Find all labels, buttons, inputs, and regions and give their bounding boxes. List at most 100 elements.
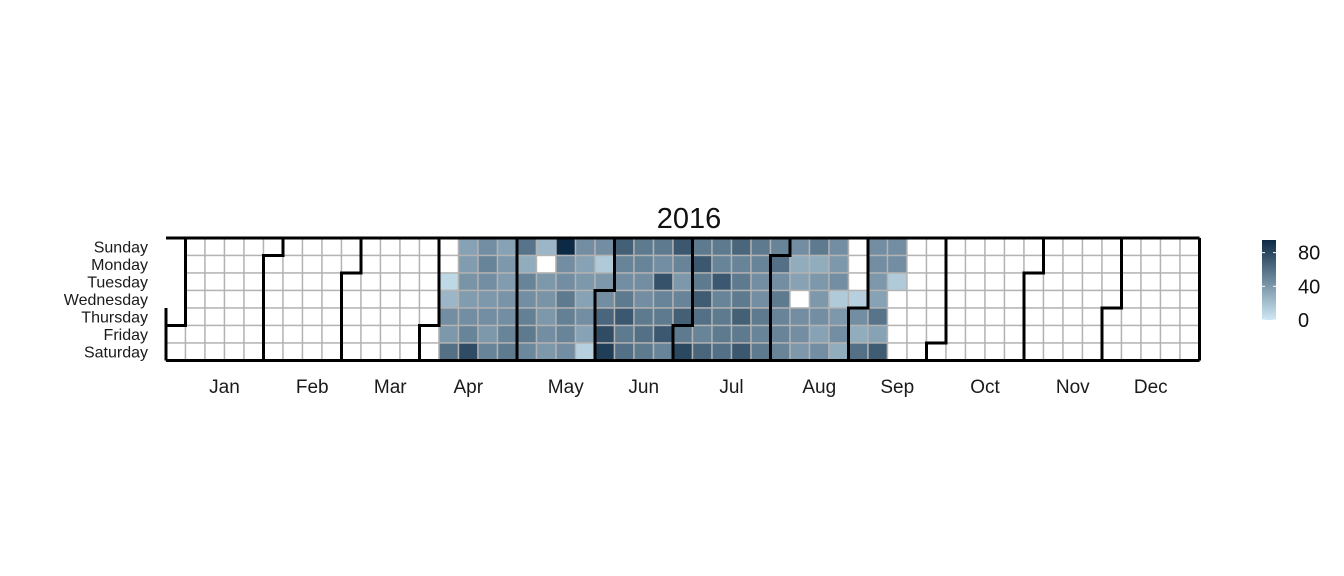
- day-cell: [828, 289, 850, 309]
- day-cell: [828, 272, 850, 292]
- day-cell: [867, 289, 889, 309]
- day-cell: [847, 324, 869, 344]
- day-cell: [496, 237, 518, 257]
- day-cell: [730, 237, 752, 257]
- day-cell: [223, 307, 245, 327]
- day-cell: [633, 342, 655, 362]
- day-cell: [1062, 254, 1084, 274]
- day-cell: [652, 254, 674, 274]
- day-cell: [633, 254, 655, 274]
- day-cell: [867, 324, 889, 344]
- day-cell: [750, 272, 772, 292]
- day-cell: [535, 289, 557, 309]
- day-cell: [535, 324, 557, 344]
- day-cell: [1140, 237, 1162, 257]
- day-cell: [321, 254, 343, 274]
- day-cell: [1042, 289, 1064, 309]
- day-cell: [867, 272, 889, 292]
- day-cell: [399, 342, 421, 362]
- day-cell: [964, 307, 986, 327]
- legend-tick-label: 40: [1298, 276, 1320, 298]
- day-cell: [1159, 237, 1181, 257]
- day-cell: [204, 324, 226, 344]
- day-cell: [1179, 272, 1201, 292]
- day-cell: [925, 342, 947, 362]
- day-cell: [652, 237, 674, 257]
- day-cell: [613, 289, 635, 309]
- day-cell: [535, 342, 557, 362]
- day-cell: [769, 289, 791, 309]
- day-cell: [886, 237, 908, 257]
- day-cell: [301, 324, 323, 344]
- day-cell: [360, 307, 382, 327]
- day-cell: [204, 289, 226, 309]
- day-cell: [828, 342, 850, 362]
- day-cell: [1120, 342, 1142, 362]
- day-cell: [789, 324, 811, 344]
- day-cell: [555, 342, 577, 362]
- day-cell: [925, 289, 947, 309]
- day-cell: [379, 324, 401, 344]
- day-cell: [750, 342, 772, 362]
- day-cell: [1120, 289, 1142, 309]
- day-cell: [789, 254, 811, 274]
- day-cell: [204, 342, 226, 362]
- day-cell: [672, 272, 694, 292]
- day-cell: [1120, 324, 1142, 344]
- day-cell: [789, 342, 811, 362]
- day-cell: [1062, 289, 1084, 309]
- day-cell: [750, 324, 772, 344]
- day-cell: [496, 289, 518, 309]
- day-cell: [769, 342, 791, 362]
- day-cell: [789, 289, 811, 309]
- day-cell: [964, 254, 986, 274]
- month-label: Jun: [628, 377, 659, 398]
- day-cell: [477, 237, 499, 257]
- day-cell: [769, 307, 791, 327]
- day-cell: [1140, 307, 1162, 327]
- day-cell: [691, 237, 713, 257]
- day-cell: [691, 342, 713, 362]
- day-cell: [808, 307, 830, 327]
- day-cell: [867, 342, 889, 362]
- day-cell: [633, 237, 655, 257]
- day-cell: [828, 307, 850, 327]
- day-cell: [711, 289, 733, 309]
- month-boundary: [1022, 238, 1045, 361]
- day-cell: [769, 237, 791, 257]
- day-cell: [925, 307, 947, 327]
- month-label: May: [548, 377, 584, 398]
- day-cell: [1159, 254, 1181, 274]
- day-cell: [594, 272, 616, 292]
- day-cell: [1120, 307, 1142, 327]
- day-cell: [379, 289, 401, 309]
- day-cell: [340, 324, 362, 344]
- day-cell: [418, 237, 440, 257]
- day-cell: [379, 342, 401, 362]
- day-cell: [418, 254, 440, 274]
- day-cell: [438, 237, 460, 257]
- month-label: Mar: [374, 377, 407, 398]
- day-cell: [711, 272, 733, 292]
- day-cell: [691, 254, 713, 274]
- day-cell: [886, 324, 908, 344]
- day-cell: [906, 307, 928, 327]
- legend-tick-label: 80: [1298, 243, 1320, 265]
- day-cell: [886, 289, 908, 309]
- day-cell: [1023, 289, 1045, 309]
- day-cell: [613, 324, 635, 344]
- day-cell: [301, 254, 323, 274]
- day-cell: [964, 237, 986, 257]
- day-cell: [672, 342, 694, 362]
- day-cell: [613, 342, 635, 362]
- weekday-label: Friday: [104, 327, 148, 344]
- weekday-labels: SundayMondayTuesdayWednesdayThursdayFrid…: [64, 239, 148, 361]
- day-cell: [1023, 342, 1045, 362]
- day-cell: [594, 342, 616, 362]
- day-cell: [925, 272, 947, 292]
- day-cell: [262, 324, 284, 344]
- day-cell: [945, 307, 967, 327]
- day-cell: [1003, 289, 1025, 309]
- day-cell: [730, 272, 752, 292]
- day-cell: [184, 237, 206, 257]
